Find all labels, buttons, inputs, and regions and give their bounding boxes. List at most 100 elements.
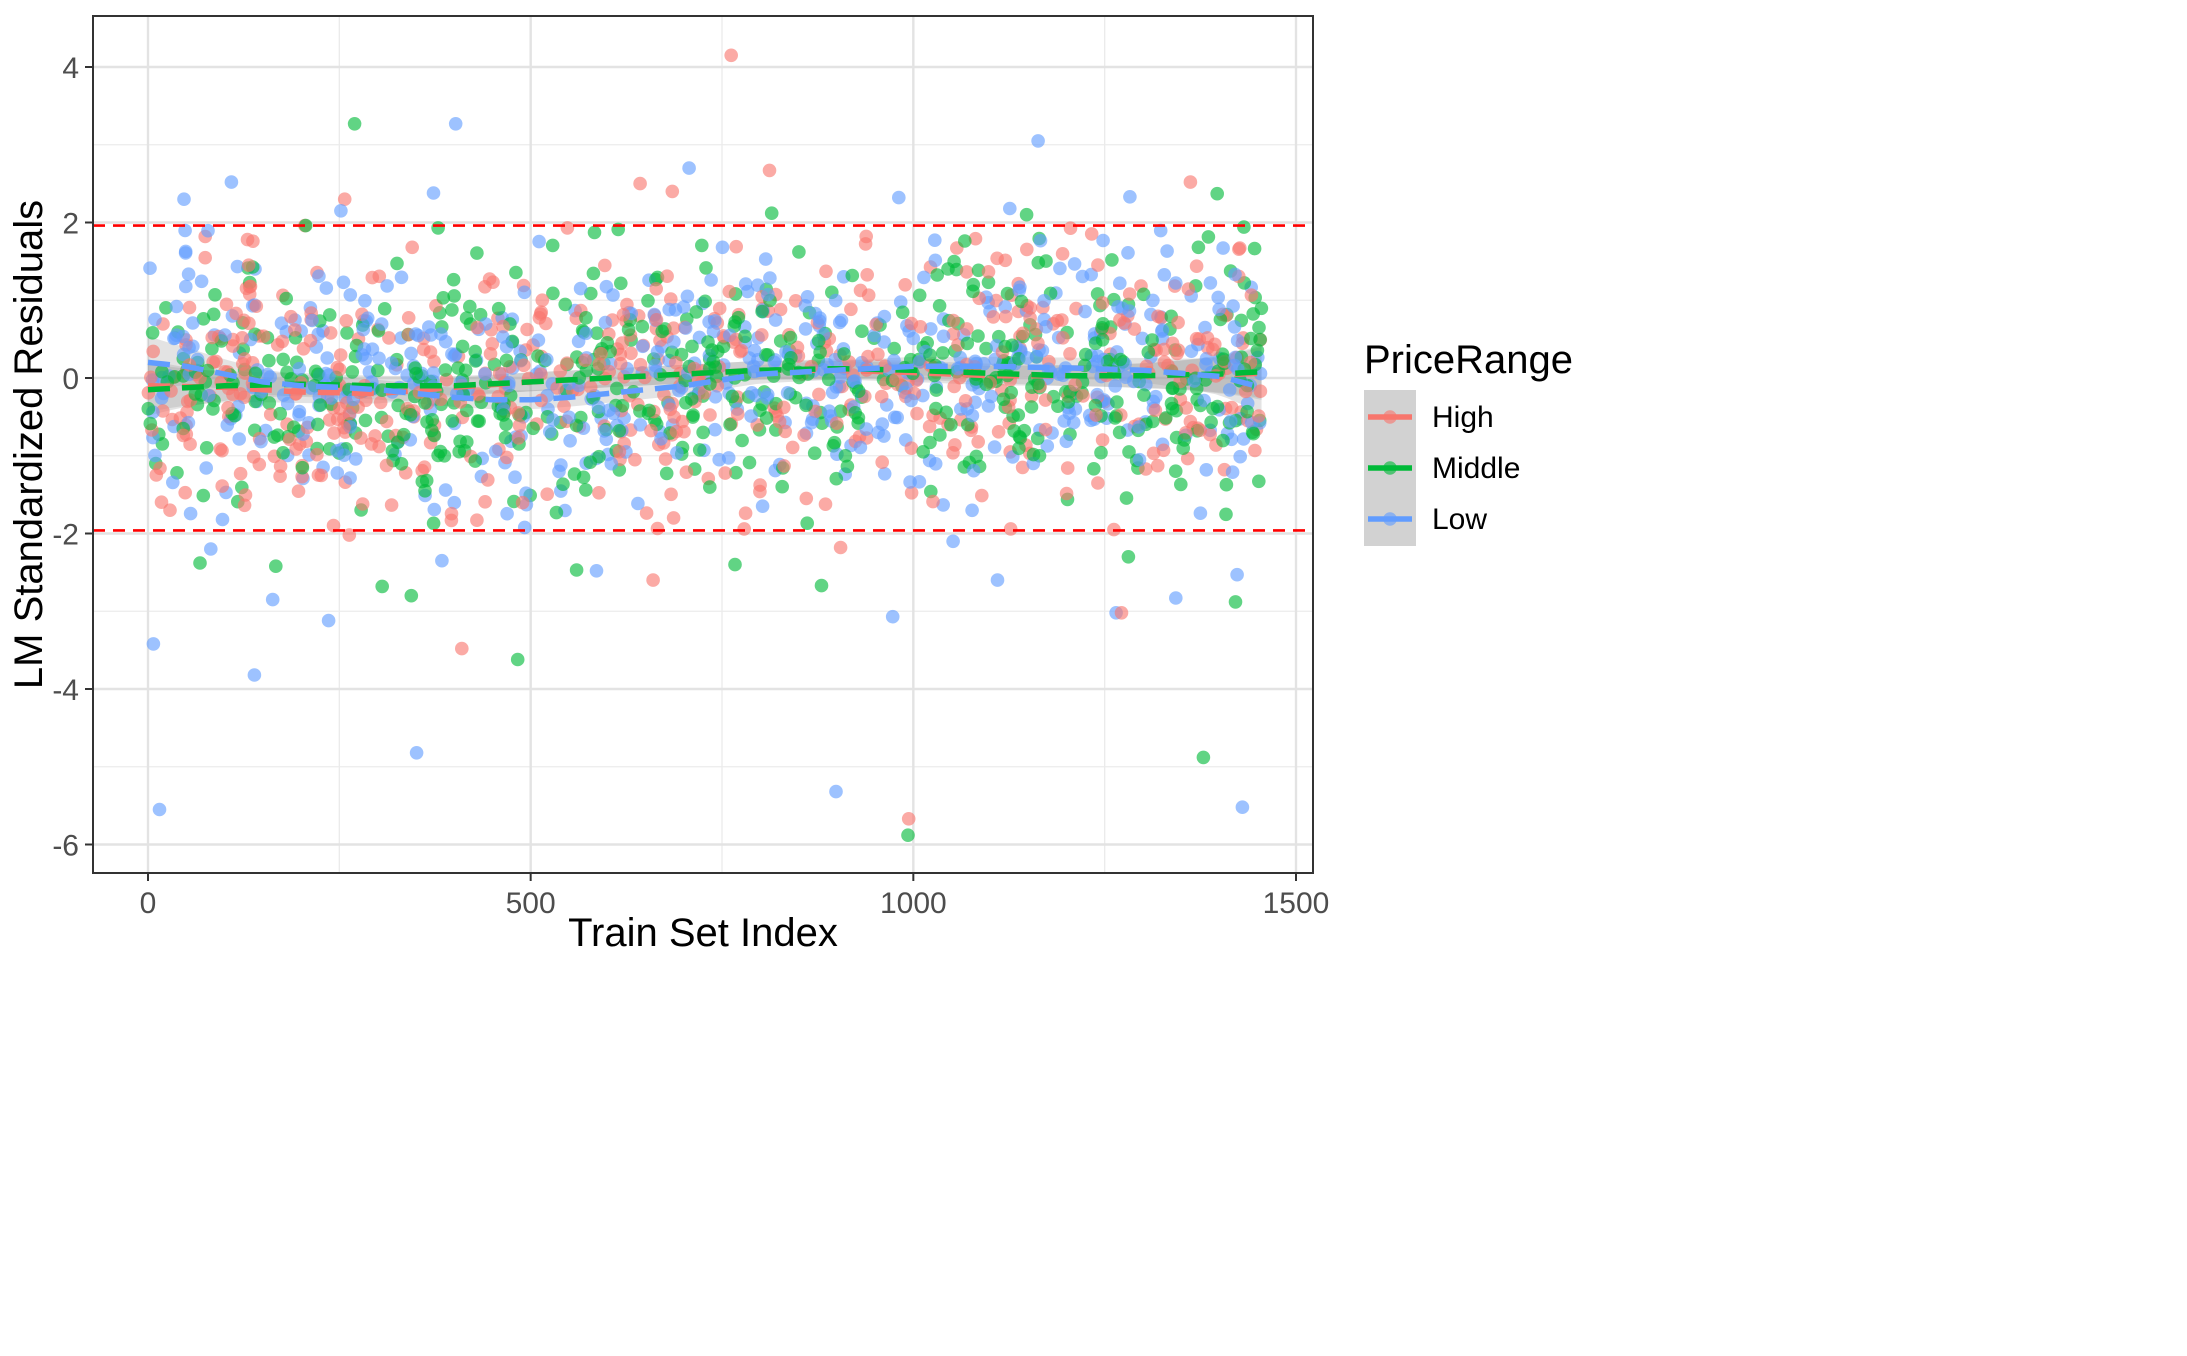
point-low	[998, 300, 1012, 314]
point-middle	[418, 484, 432, 498]
point-low	[987, 440, 1002, 454]
point-middle	[404, 588, 419, 603]
point-high	[1183, 414, 1198, 429]
point-middle	[569, 563, 584, 577]
point-middle	[358, 413, 373, 428]
point-middle	[698, 294, 712, 309]
point-high	[219, 297, 234, 312]
point-low	[148, 448, 162, 463]
point-high	[382, 331, 396, 345]
point-middle	[792, 245, 806, 259]
point-middle	[695, 238, 709, 253]
point-middle	[996, 392, 1011, 407]
point-high	[592, 486, 606, 500]
point-low	[965, 503, 979, 518]
point-high	[242, 316, 256, 331]
point-low	[292, 361, 307, 376]
point-low	[670, 446, 684, 460]
point-middle	[703, 480, 717, 494]
point-high	[470, 320, 484, 335]
point-low	[1132, 420, 1146, 434]
point-low	[1187, 374, 1201, 388]
point-middle	[426, 516, 441, 531]
point-high	[337, 420, 351, 435]
point-high	[958, 394, 973, 408]
point-low	[179, 279, 193, 294]
point-middle	[1110, 395, 1124, 409]
point-high	[833, 540, 848, 555]
point-high	[592, 357, 607, 372]
point-high	[624, 346, 638, 361]
point-high	[379, 414, 394, 429]
point-low	[199, 461, 213, 475]
point-middle	[496, 408, 511, 422]
point-low	[357, 342, 372, 356]
point-middle	[1213, 312, 1228, 327]
point-low	[597, 424, 612, 438]
point-high	[762, 163, 777, 178]
point-middle	[923, 435, 937, 450]
point-high	[777, 400, 791, 415]
point-high	[829, 416, 844, 431]
point-middle	[641, 294, 655, 308]
point-high	[539, 316, 553, 331]
point-low	[434, 327, 448, 341]
point-high	[1183, 175, 1198, 189]
point-high	[178, 485, 192, 500]
point-low	[877, 467, 892, 481]
point-low	[877, 309, 892, 324]
point-low	[602, 403, 616, 418]
point-middle	[470, 246, 484, 260]
point-middle	[916, 445, 930, 459]
point-high	[946, 313, 961, 328]
point-low	[1222, 383, 1237, 397]
point-high	[534, 367, 548, 382]
point-low	[633, 418, 648, 432]
point-high	[1233, 241, 1247, 255]
point-low	[1096, 233, 1110, 248]
y-tick-label: -2	[52, 519, 79, 552]
point-middle	[981, 275, 996, 290]
point-low	[828, 293, 843, 308]
point-high	[968, 231, 983, 246]
point-middle	[1247, 241, 1262, 256]
point-middle	[141, 401, 156, 416]
point-low	[1153, 223, 1168, 238]
x-tick-label: 500	[506, 887, 556, 920]
point-low	[904, 393, 918, 408]
point-high	[946, 446, 960, 460]
point-middle	[723, 417, 737, 432]
point-middle	[655, 324, 669, 339]
point-high	[986, 310, 1001, 324]
point-middle	[453, 434, 467, 449]
point-middle	[615, 398, 630, 413]
x-tick-label: 0	[140, 887, 157, 920]
point-high	[898, 278, 912, 292]
point-middle	[199, 441, 214, 455]
point-high	[238, 488, 253, 502]
point-low	[1169, 591, 1183, 605]
point-low	[540, 352, 554, 367]
point-low	[1228, 350, 1243, 365]
point-low	[322, 368, 336, 382]
point-low	[1121, 246, 1135, 260]
point-middle	[1108, 411, 1122, 425]
point-middle	[1254, 301, 1269, 316]
point-high	[904, 486, 919, 500]
point-middle	[1112, 425, 1127, 440]
point-middle	[491, 301, 506, 316]
point-middle	[590, 326, 604, 341]
point-low	[1169, 276, 1183, 290]
point-middle	[438, 363, 453, 377]
point-middle	[262, 353, 276, 368]
point-high	[311, 468, 326, 482]
point-high	[730, 407, 745, 421]
point-low	[201, 223, 215, 238]
point-high	[578, 353, 592, 368]
point-middle	[807, 446, 822, 461]
point-middle	[912, 288, 927, 303]
point-middle	[556, 477, 570, 492]
point-middle	[775, 479, 789, 494]
point-middle	[895, 305, 910, 320]
